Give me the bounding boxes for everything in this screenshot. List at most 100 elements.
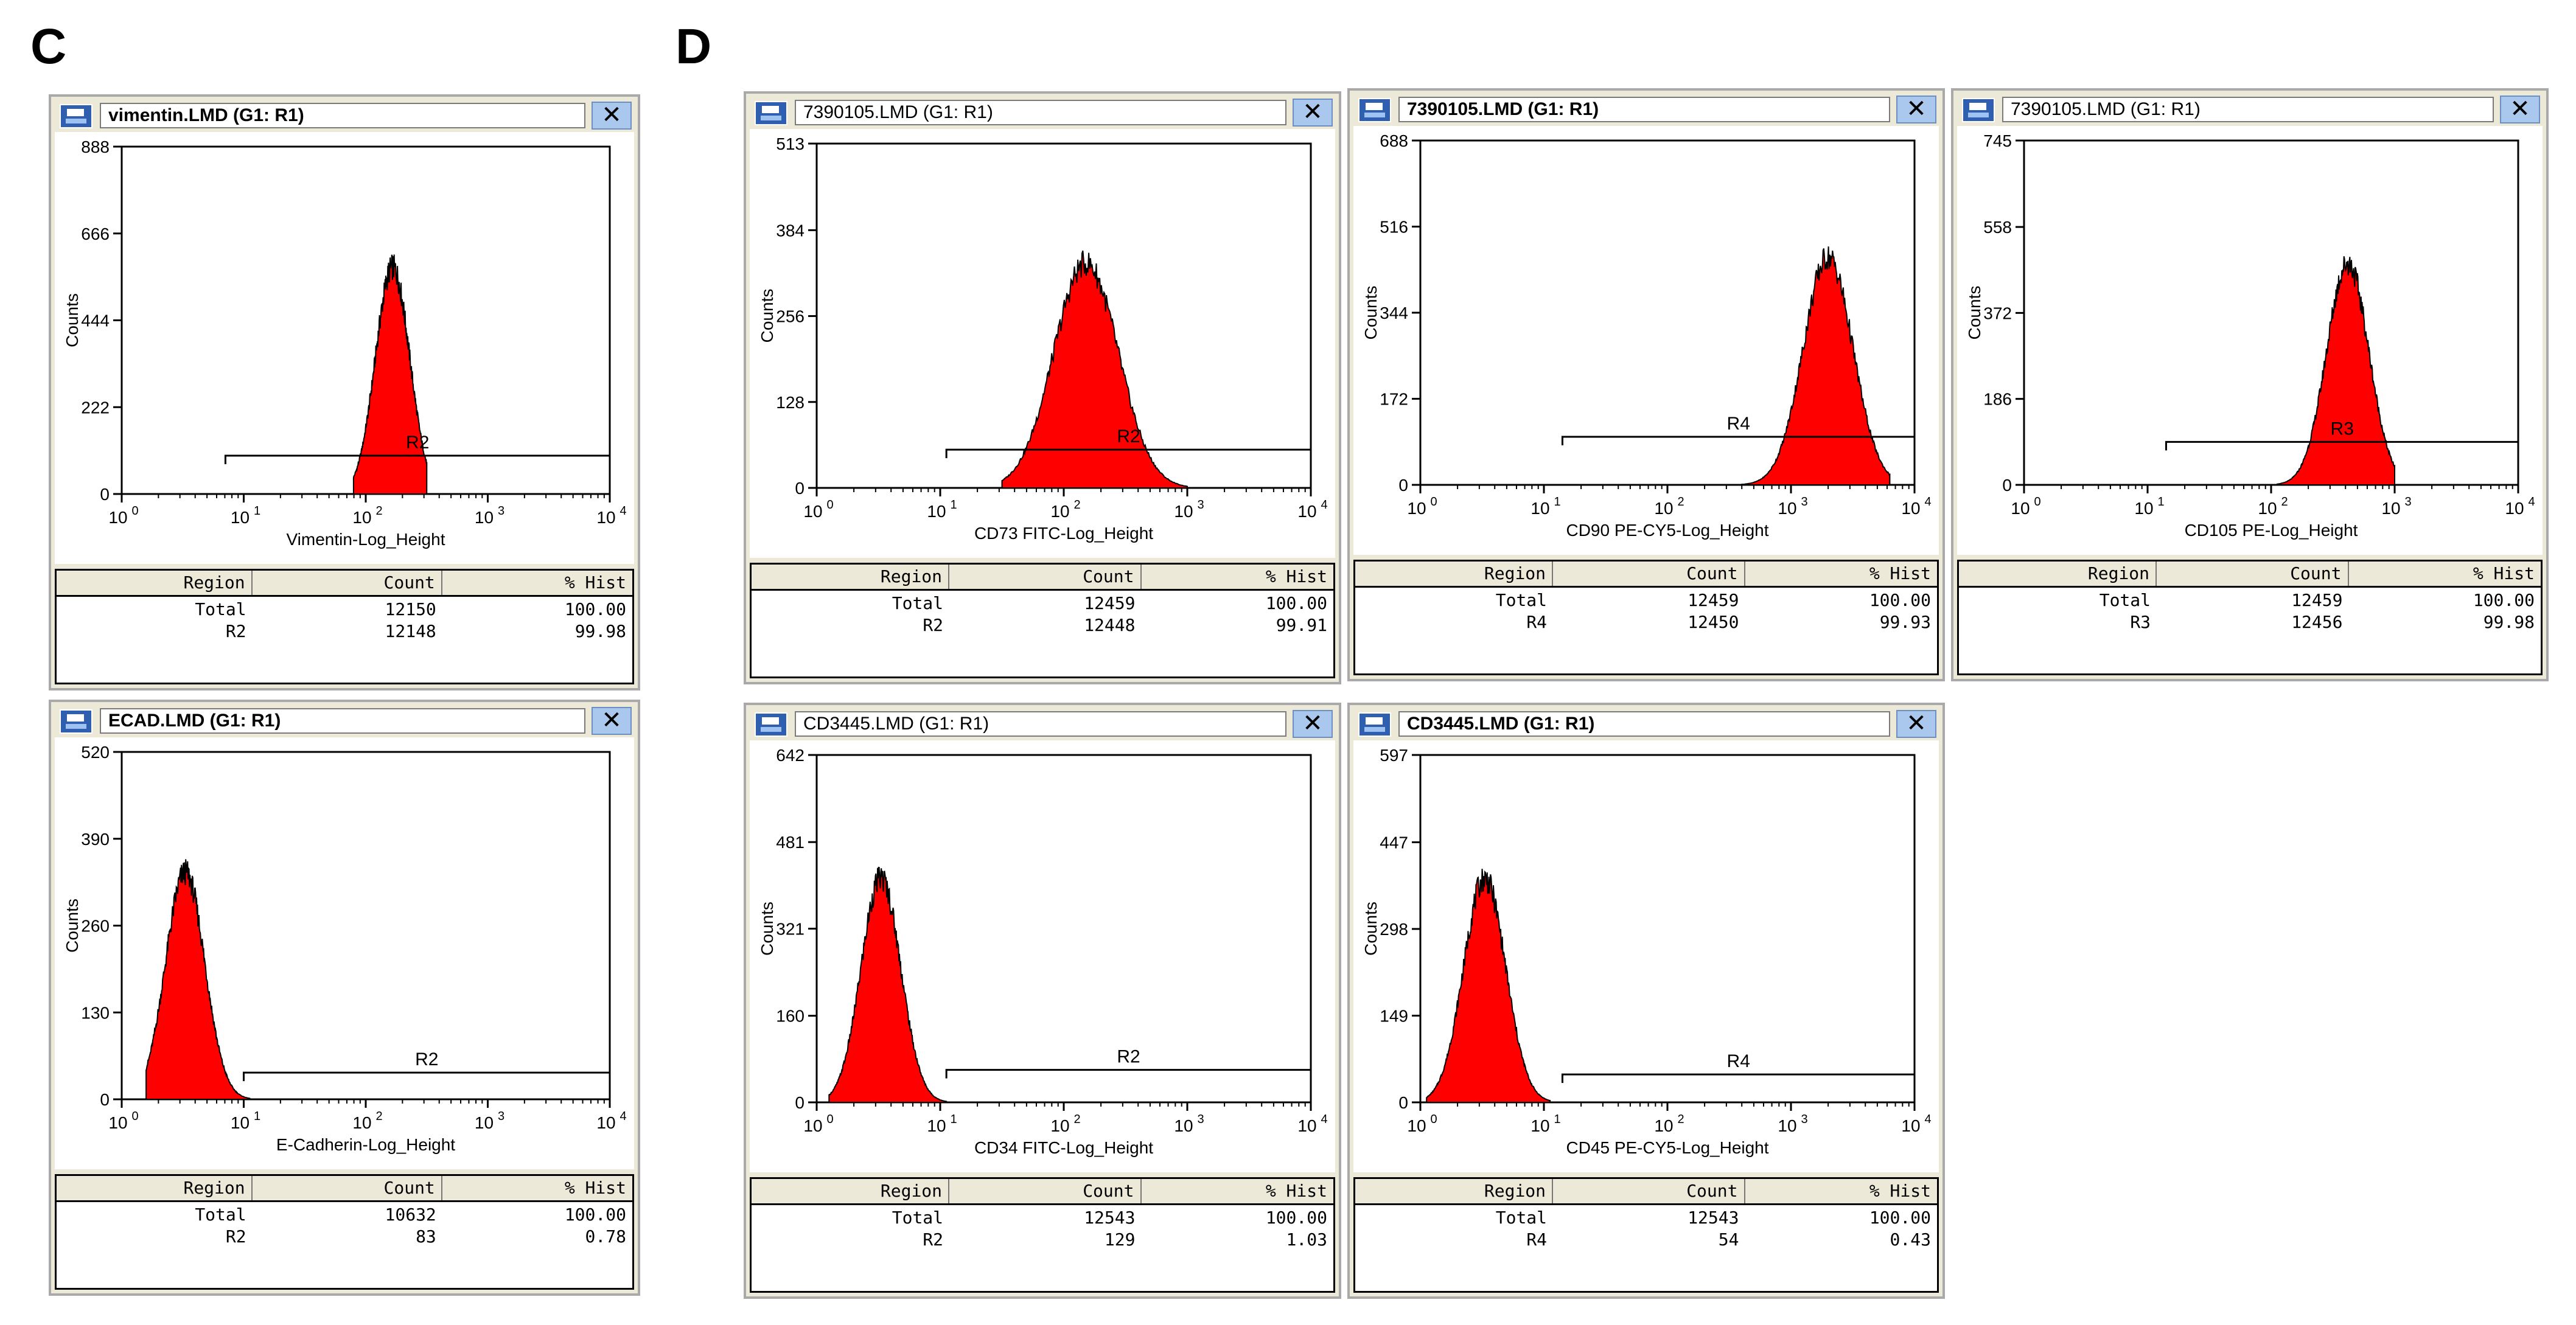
column-header[interactable]: Region: [1355, 562, 1554, 586]
stats-table: Region Count % Hist Total 12459 100.00 R2 12448…: [750, 563, 1335, 678]
y-tick-label: 260: [81, 917, 110, 936]
plot-area: R2 0 130 260 390 520 10 0 10 1 10 2 10 3 10 4 E-Cadherin…: [55, 737, 634, 1169]
count-cell: 54: [1718, 1229, 1739, 1250]
close-x-icon: ✕: [1302, 99, 1323, 125]
stats-table: Region Count % Hist Total 12543 100.00 R4 54 0.4…: [1353, 1177, 1939, 1293]
y-tick-label: 597: [1380, 746, 1408, 765]
stats-table: Region Count % Hist Total 12459 100.00 R3 12456…: [1957, 560, 2543, 675]
plot-frame: [2023, 139, 2519, 486]
close-button[interactable]: ✕: [1293, 99, 1333, 127]
x-tick-exponent: 1: [1554, 495, 1560, 509]
window-title-bar: CD3445.LMD (G1: R1) ✕: [1353, 710, 1939, 738]
column-header[interactable]: % Hist: [1265, 566, 1327, 586]
column-header[interactable]: Region: [752, 565, 950, 589]
histogram-window-cd105: 7390105.LMD (G1: R1) ✕ R3 0 186 372 558 745 10 0 1…: [1951, 88, 2549, 681]
column-header[interactable]: % Hist: [1265, 1181, 1327, 1201]
chart-app-icon[interactable]: [60, 104, 92, 128]
close-x-icon: ✕: [1302, 710, 1323, 737]
panel-label-c: C: [30, 19, 67, 74]
count-cell: 12543: [1688, 1208, 1739, 1228]
window-title: 7390105.LMD (G1: R1): [795, 100, 1286, 125]
x-tick-label: 10: [1050, 502, 1069, 521]
x-axis-label: E-Cadherin-Log_Height: [276, 1135, 455, 1154]
x-tick-label: 10: [2381, 499, 2400, 518]
table-row: R4 54 0.43: [1355, 1229, 1937, 1251]
x-tick-label: 10: [1901, 1116, 1920, 1135]
stats-table: Region Count % Hist Total 12543 100.00 R2 129 1.…: [750, 1177, 1335, 1293]
count-cell: 129: [1104, 1229, 1136, 1250]
gate-marker-r2[interactable]: [224, 454, 611, 464]
x-tick-label: 10: [1654, 499, 1673, 518]
close-button[interactable]: ✕: [1896, 710, 1936, 738]
gate-marker-r2[interactable]: [243, 1071, 611, 1082]
y-tick-label: 372: [1983, 304, 2012, 322]
column-header[interactable]: Count: [253, 1176, 442, 1200]
histogram-svg: R4 0 149 298 447 597 10 0 10 1 10 2 10 3 10 4 CD45 PE-CY…: [1361, 746, 1932, 1157]
column-header[interactable]: Region: [57, 571, 253, 595]
close-button[interactable]: ✕: [1293, 710, 1333, 738]
gate-marker-r3[interactable]: [2165, 440, 2519, 451]
gate-marker-r2[interactable]: [945, 448, 1312, 459]
column-header[interactable]: % Hist: [1869, 1181, 1931, 1201]
x-tick-label: 10: [927, 502, 946, 521]
column-header[interactable]: % Hist: [564, 572, 626, 593]
stats-table: Region Count % Hist Total 10632 100.00 R2 83 0.7…: [55, 1174, 634, 1290]
y-tick-label: 447: [1380, 833, 1408, 852]
chart-app-icon[interactable]: [1962, 98, 1995, 122]
x-tick-exponent: 2: [1677, 495, 1684, 509]
x-tick-exponent: 3: [1197, 1113, 1204, 1126]
column-header[interactable]: Region: [57, 1176, 253, 1200]
close-button[interactable]: ✕: [592, 707, 632, 735]
y-tick-label: 256: [776, 307, 805, 326]
hist-cell: 0.43: [1890, 1229, 1931, 1250]
y-tick-label: 344: [1380, 304, 1408, 322]
hist-cell: 100.00: [564, 599, 626, 619]
chart-app-icon[interactable]: [1358, 98, 1391, 122]
chart-app-icon[interactable]: [1358, 712, 1391, 737]
y-tick-label: 321: [776, 920, 805, 939]
x-tick-exponent: 3: [498, 1110, 504, 1123]
close-button[interactable]: ✕: [592, 102, 632, 130]
x-tick-label: 10: [352, 1113, 371, 1132]
column-header[interactable]: % Hist: [564, 1178, 626, 1198]
column-header[interactable]: Count: [949, 565, 1142, 589]
region-cell: R3: [2130, 612, 2151, 632]
close-button[interactable]: ✕: [2500, 96, 2540, 123]
gate-marker-r2[interactable]: [945, 1069, 1312, 1079]
region-cell: Total: [195, 599, 246, 619]
histogram-area: [828, 866, 948, 1103]
y-tick-label: 172: [1380, 390, 1408, 409]
y-tick-label: 149: [1380, 1006, 1408, 1025]
column-header[interactable]: Region: [1355, 1179, 1554, 1203]
y-tick-label: 128: [776, 393, 805, 412]
x-tick-label: 10: [1297, 1116, 1316, 1135]
column-header[interactable]: Count: [949, 1179, 1142, 1203]
column-header[interactable]: Count: [1553, 1179, 1745, 1203]
y-tick-label: 444: [81, 311, 110, 330]
chart-app-icon[interactable]: [755, 712, 787, 737]
count-cell: 12150: [385, 599, 436, 619]
column-header[interactable]: Count: [1553, 562, 1745, 586]
column-header[interactable]: Count: [253, 571, 442, 595]
column-header[interactable]: Region: [752, 1179, 950, 1203]
hist-cell: 99.93: [1879, 612, 1931, 632]
gate-marker-r4[interactable]: [1561, 1073, 1916, 1083]
chart-app-icon[interactable]: [755, 101, 787, 125]
gate-marker-r4[interactable]: [1561, 436, 1916, 446]
count-cell: 12459: [1688, 590, 1739, 610]
column-header[interactable]: Count: [2157, 562, 2349, 586]
window-title-bar: ECAD.LMD (G1: R1) ✕: [55, 707, 634, 735]
close-button[interactable]: ✕: [1896, 96, 1936, 123]
histogram-window-cd34: CD3445.LMD (G1: R1) ✕ R2 0 160 321 481 642 10 0 10…: [744, 703, 1341, 1299]
hist-cell: 99.91: [1276, 615, 1327, 635]
plot-area: R2 0 128 256 384 513 10 0 10 1 10 2 10 3 10 4 CD73 FITC-…: [750, 129, 1335, 558]
column-header[interactable]: % Hist: [2473, 563, 2535, 583]
column-header[interactable]: Region: [1959, 562, 2157, 586]
y-tick-label: 0: [1398, 1093, 1408, 1112]
chart-app-icon[interactable]: [60, 709, 92, 734]
column-header[interactable]: % Hist: [1869, 563, 1931, 583]
x-axis-label: Vimentin-Log_Height: [287, 530, 445, 549]
x-axis-label: CD90 PE-CY5-Log_Height: [1566, 521, 1768, 540]
y-tick-label: 390: [81, 830, 110, 849]
x-tick-label: 10: [2011, 499, 2030, 518]
